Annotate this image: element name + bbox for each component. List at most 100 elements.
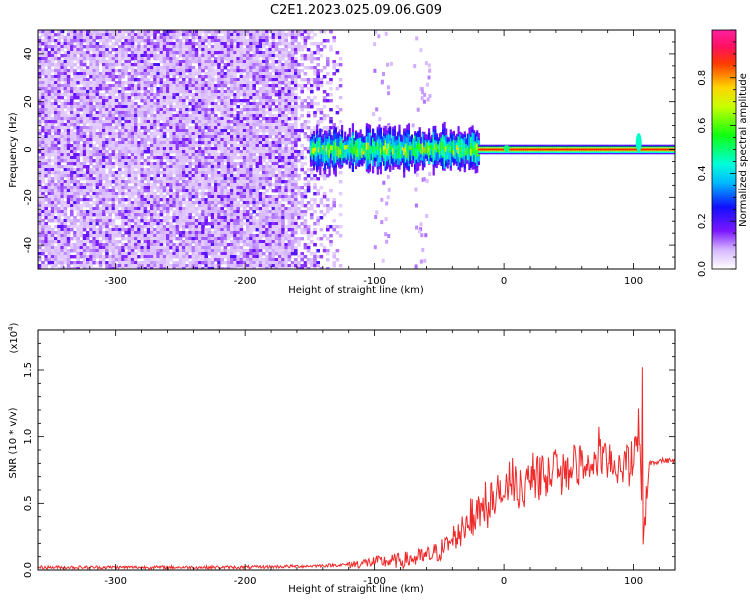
- spectrogram-cell: [102, 78, 106, 82]
- spectrogram-cell: [169, 243, 173, 247]
- spectrogram-cell: [236, 135, 240, 139]
- spectrogram-cell: [242, 168, 247, 172]
- spectrogram-cell: [242, 99, 247, 103]
- spectrogram-cell: [111, 174, 116, 178]
- spectrogram-cell: [239, 174, 244, 178]
- spectrogram-cell: [111, 96, 116, 100]
- spectrogram-cell: [118, 192, 122, 196]
- spectrogram-cell: [214, 267, 218, 269]
- spectrogram-cell: [169, 99, 173, 103]
- spectrogram-cell: [230, 114, 234, 118]
- spectrogram-cell: [249, 180, 253, 184]
- spectrogram-cell: [82, 30, 87, 34]
- spectrogram-cell: [44, 147, 48, 151]
- spectrogram-cell: [166, 261, 170, 265]
- spectrogram-cell: [220, 84, 224, 88]
- spectrogram-cell: [258, 96, 263, 100]
- spectrogram-cell: [57, 66, 61, 70]
- spectrogram-cell: [63, 246, 68, 250]
- spectrogram-cell: [172, 135, 176, 139]
- spectrogram-cell: [63, 204, 68, 208]
- spectrogram-cell: [175, 42, 180, 46]
- spectrogram-cell: [246, 78, 250, 82]
- spectrogram-cell: [214, 192, 218, 196]
- spectrogram-cell: [70, 129, 74, 133]
- spectrogram-cell: [220, 114, 224, 118]
- spectrogram-cell: [102, 213, 106, 217]
- spectrogram-cell: [150, 222, 154, 226]
- spectrogram-cell: [162, 123, 167, 127]
- spectrogram-cell: [159, 165, 164, 169]
- spectrogram-cell: [236, 177, 240, 181]
- spectrogram-cell: [230, 126, 234, 130]
- spectrogram-cell: [73, 141, 77, 145]
- spectrogram-cell: [198, 207, 202, 211]
- spectrogram-cell: [124, 216, 128, 220]
- spectrogram-cell: [108, 126, 112, 130]
- spectrogram-cell: [236, 237, 240, 241]
- spectrogram-cell: [89, 216, 93, 220]
- spectrogram-cell: [50, 90, 55, 94]
- spectrogram-cell: [146, 228, 151, 232]
- spectrogram-cell: [255, 195, 260, 199]
- spectrogram-cell: [76, 231, 80, 235]
- spectrogram-cell: [191, 45, 196, 49]
- spectrogram-cell: [66, 174, 71, 178]
- spectrogram-cell: [130, 234, 135, 238]
- spectrogram-cell: [204, 66, 208, 70]
- spectrogram-cell: [188, 45, 192, 49]
- spectrogram-cell: [194, 198, 199, 202]
- spectrogram-cell: [95, 159, 100, 163]
- spectrogram-cell: [182, 234, 186, 238]
- spectrogram-cell: [130, 156, 135, 160]
- spectrogram-cell: [223, 168, 228, 172]
- spectrogram-cell: [121, 144, 125, 148]
- spectrogram-cell: [82, 36, 87, 40]
- spectrogram-cell: [159, 93, 164, 97]
- spectrogram-cell: [252, 168, 256, 172]
- spectrogram-cell: [98, 111, 103, 115]
- spectrogram-cell: [44, 69, 48, 73]
- spectrogram-cell: [105, 144, 109, 148]
- spectrogram-cell: [50, 249, 55, 253]
- spectrogram-cell: [92, 255, 96, 259]
- spectrogram-cell: [41, 48, 45, 52]
- spectrogram-cell: [105, 96, 109, 100]
- spectrogram-cell: [98, 36, 103, 40]
- spectrogram-cell: [191, 210, 196, 214]
- spectrogram-cell: [223, 198, 228, 202]
- spectrogram-cell: [127, 180, 132, 184]
- spectrogram-cell: [102, 222, 106, 226]
- spectrogram-cell: [105, 153, 109, 157]
- spectrogram-cell: [182, 261, 186, 265]
- spectrogram-cell: [82, 87, 87, 91]
- spectrogram-cell: [50, 87, 55, 91]
- spectrogram-cell: [220, 147, 224, 151]
- spectrogram-cell: [188, 210, 192, 214]
- spectrogram-cell: [159, 207, 164, 211]
- spectrogram-cell: [108, 240, 112, 244]
- spectrogram-cell: [86, 111, 90, 115]
- spectrogram-cell: [223, 243, 228, 247]
- spectrogram-cell: [38, 75, 42, 79]
- spectrogram-cell: [63, 201, 68, 205]
- spectrogram-cell: [47, 72, 52, 76]
- spectrogram-cell: [204, 261, 208, 265]
- spectrogram-cell: [182, 207, 186, 211]
- spectrogram-cell: [236, 201, 240, 205]
- spectrogram-cell: [169, 159, 173, 163]
- spectrogram-cell: [226, 117, 231, 121]
- spectrogram-cell: [223, 174, 228, 178]
- spectrogram-cell: [156, 165, 160, 169]
- spectrogram-cell: [214, 153, 218, 157]
- spectrogram-cell: [66, 159, 71, 163]
- spectrogram-cell: [178, 237, 183, 241]
- spectrogram-cell: [57, 75, 61, 79]
- spectrogram-cell: [230, 45, 234, 49]
- spectrogram-cell: [50, 267, 55, 269]
- spectrogram-cell: [130, 240, 135, 244]
- spectrogram-cell: [207, 81, 212, 85]
- spectrogram-cell: [114, 264, 119, 268]
- spectrogram-cell: [153, 153, 157, 157]
- spectrogram-cell: [134, 111, 138, 115]
